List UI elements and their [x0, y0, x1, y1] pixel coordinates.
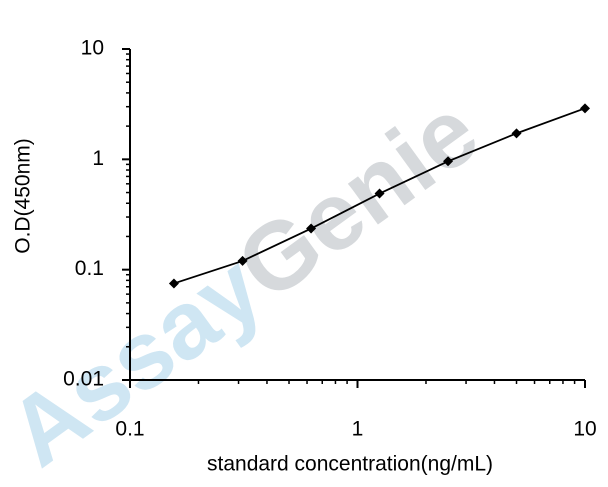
y-axis-label: O.D(450nm) — [12, 138, 35, 254]
x-tick-label: 0.1 — [115, 418, 144, 441]
x-axis-label: standard concentration(ng/mL) — [207, 453, 493, 476]
y-tick-label: 0.1 — [75, 257, 104, 280]
x-tick-label: 1 — [352, 418, 364, 441]
watermark-part: Assay — [0, 234, 281, 487]
data-point — [168, 278, 179, 289]
y-tick-label: 1 — [92, 147, 104, 170]
data-point — [374, 188, 385, 199]
watermark-part: Genie — [218, 77, 497, 320]
x-tick-label: 10 — [573, 418, 596, 441]
y-tick-label: 10 — [81, 37, 104, 60]
watermark: AssayGenie — [0, 77, 497, 487]
y-tick-label: 0.01 — [63, 368, 104, 391]
data-point — [443, 156, 454, 167]
data-point — [237, 255, 248, 266]
data-point — [580, 103, 590, 114]
data-point — [306, 223, 317, 234]
data-point — [511, 128, 522, 139]
